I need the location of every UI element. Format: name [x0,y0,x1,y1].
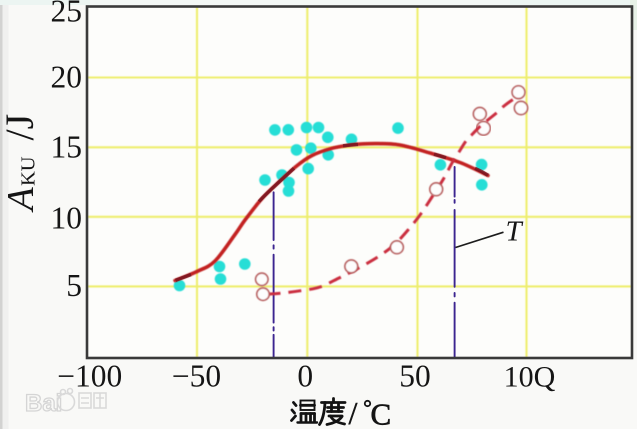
svg-text:0: 0 [297,359,313,394]
svg-text:50: 50 [399,359,431,394]
svg-text:10Q: 10Q [504,361,556,394]
svg-text:/J: /J [0,114,42,141]
svg-text:KU: KU [18,156,40,186]
svg-text:−50: −50 [172,359,221,394]
svg-text:20: 20 [51,60,83,95]
svg-text:C: C [371,397,392,429]
svg-text:15: 15 [51,130,83,165]
svg-text:10: 10 [51,201,83,236]
svg-text:25: 25 [51,0,83,29]
svg-text:A: A [0,187,42,214]
svg-text:T: T [506,216,524,248]
svg-text:−100: −100 [57,359,122,394]
svg-text:/: / [349,395,358,429]
svg-text:5: 5 [66,268,82,303]
svg-text:Bai: Bai [25,390,62,417]
